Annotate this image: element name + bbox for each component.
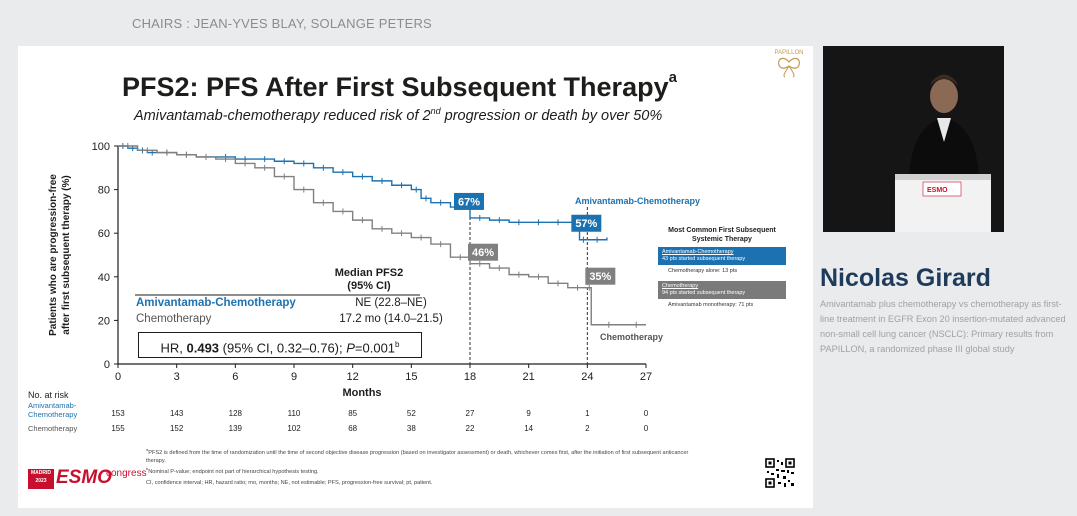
risk-count-amiv: 52 xyxy=(406,409,416,418)
risk-count-amiv: 1 xyxy=(585,409,590,418)
talk-description: Amivantamab plus chemotherapy vs chemoth… xyxy=(820,299,1066,354)
inset-amiv-box: Amivantamab-Chemotherapy 43 pts started … xyxy=(658,247,786,265)
risk-count-chemo: 22 xyxy=(465,424,475,433)
landmark-badge xyxy=(468,243,498,261)
inset-chemo-box: Chemotherapy 94 pts started subsequent t… xyxy=(658,281,786,299)
risk-count-chemo: 152 xyxy=(169,424,184,433)
y-tick-label: 60 xyxy=(98,228,110,240)
median-arm-amiv: Amivantamab-Chemotherapy xyxy=(136,297,296,309)
risk-count-chemo: 102 xyxy=(287,424,301,433)
speaker-video-feed: ESMO xyxy=(823,46,1004,232)
y-tick-label: 20 xyxy=(98,315,110,327)
landmark-badge-label: 57% xyxy=(575,218,597,230)
inset-amiv-sub: Chemotherapy alone: 13 pts xyxy=(668,268,738,274)
landmark-badge xyxy=(454,192,484,210)
risk-count-amiv: 153 xyxy=(111,409,125,418)
risk-count-amiv: 27 xyxy=(465,409,475,418)
risk-count-chemo: 155 xyxy=(111,424,125,433)
risk-table-header: No. at risk xyxy=(28,390,69,400)
y-axis-label: Patients who are progression-free xyxy=(48,174,59,336)
x-tick-label: 9 xyxy=(291,371,297,383)
risk-count-chemo: 68 xyxy=(348,424,358,433)
risk-count-amiv: 110 xyxy=(287,409,301,418)
risk-count-chemo: 2 xyxy=(585,424,590,433)
landmark-badge-label: 67% xyxy=(458,196,480,208)
risk-count-amiv: 128 xyxy=(228,409,242,418)
inset-title: Most Common First Subsequent Systemic Th… xyxy=(668,227,776,243)
papillon-logo: PAPILLON xyxy=(774,50,804,83)
risk-count-chemo: 139 xyxy=(228,424,242,433)
hazard-ratio-box: HR, 0.493 (95% CI, 0.32–0.76); P=0.001b xyxy=(138,332,422,358)
esmo-congress-logo: MADRID 2023 ESMO congress xyxy=(28,467,148,491)
x-tick-label: 21 xyxy=(523,371,535,383)
x-tick-label: 24 xyxy=(581,371,593,383)
landmark-badge xyxy=(585,267,616,285)
chairs-header: CHAIRS : JEAN-YVES BLAY, SOLANGE PETERS xyxy=(132,16,432,31)
risk-count-chemo: 0 xyxy=(643,424,649,433)
slide-title: PFS2: PFS After First Subsequent Therapy… xyxy=(122,69,677,102)
x-tick-label: 18 xyxy=(464,371,476,383)
y-tick-label: 80 xyxy=(98,185,110,197)
series-line-amiv xyxy=(118,145,608,241)
risk-count-amiv: 143 xyxy=(169,409,184,418)
landmark-badge-label: 46% xyxy=(472,247,494,259)
presentation-slide: PFS2: PFS After First Subsequent Therapy… xyxy=(18,46,813,508)
x-tick-label: 27 xyxy=(640,371,652,383)
x-axis-label: Months xyxy=(342,387,381,399)
median-arm-chemo: Chemotherapy xyxy=(136,313,212,325)
km-chart: 0 20 40 60 80 100 0 3 6 9 12 15 18 21 24 27 Months Patien… xyxy=(48,141,652,399)
y-tick-label: 40 xyxy=(98,272,110,284)
landmark-badge xyxy=(571,214,602,232)
curve-label-amiv: Amivantamab-Chemotherapy xyxy=(575,196,701,206)
x-tick-label: 15 xyxy=(405,371,417,383)
x-tick-label: 6 xyxy=(232,371,238,383)
risk-label-amiv: Amivantamab- Chemotherapy xyxy=(28,401,78,419)
speaker-name: Nicolas Girard xyxy=(820,264,991,292)
risk-count-chemo: 38 xyxy=(406,424,416,433)
x-tick-label: 3 xyxy=(174,371,180,383)
y-tick-label: 0 xyxy=(104,359,110,371)
inset-chemo-sub: Amivantamab monotherapy: 71 pts xyxy=(668,302,754,308)
slide-subtitle: Amivantamab-chemotherapy reduced risk of… xyxy=(134,106,663,124)
subsequent-therapy-inset: Most Common First Subsequent Systemic Th… xyxy=(658,226,786,312)
landmark-badge-label: 35% xyxy=(589,271,611,283)
x-tick-label: 0 xyxy=(115,371,121,383)
x-tick-label: 12 xyxy=(347,371,359,383)
qr-code[interactable] xyxy=(765,458,795,488)
risk-label-chemo: Chemotherapy xyxy=(28,424,78,433)
svg-text:ESMO: ESMO xyxy=(927,187,948,194)
median-value-amiv: NE (22.8–NE) xyxy=(355,297,427,309)
risk-count-amiv: 9 xyxy=(526,409,531,418)
curve-label-chemo: Chemotherapy xyxy=(600,332,664,342)
risk-count-amiv: 0 xyxy=(643,409,649,418)
median-pfs2-title: Median PFS2 (95% CI) xyxy=(334,267,404,292)
y-axis-label: after first subsequent therapy (%) xyxy=(61,175,72,334)
median-value-chemo: 17.2 mo (14.0–21.5) xyxy=(339,313,443,325)
risk-count-chemo: 14 xyxy=(524,424,534,433)
footnotes: aPFS2 is defined from the time of random… xyxy=(146,447,689,486)
risk-count-amiv: 85 xyxy=(348,409,358,418)
y-tick-label: 100 xyxy=(92,141,110,153)
speaker-figure: ESMO xyxy=(823,46,1004,232)
